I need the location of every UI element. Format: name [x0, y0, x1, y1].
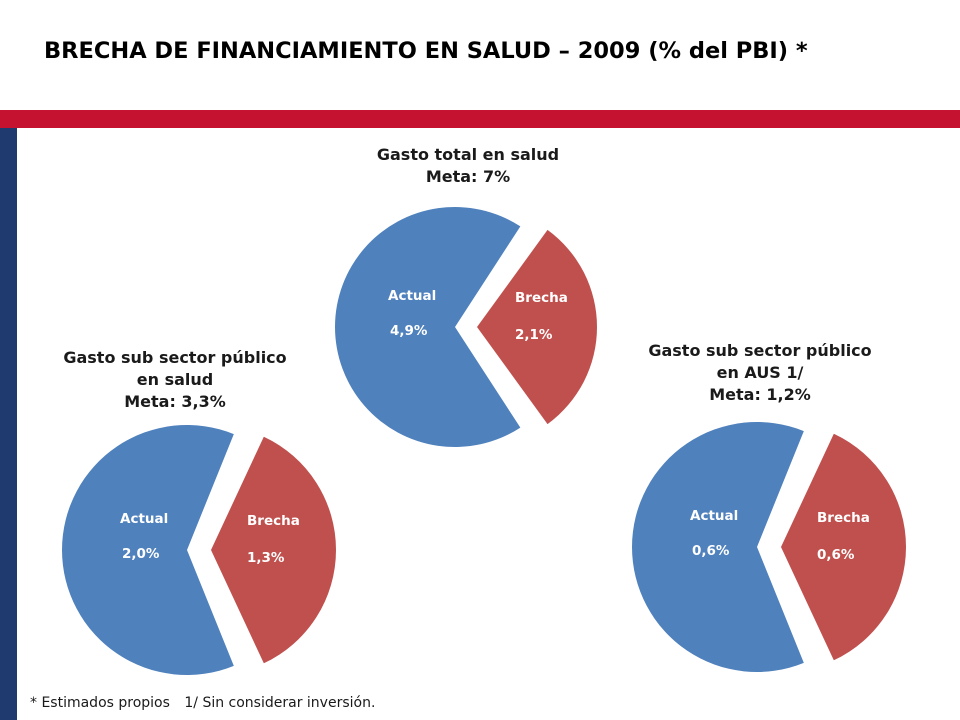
chart-3-slice-actual — [632, 422, 804, 672]
chart-1-category-label-actual: Actual — [388, 288, 436, 304]
chart-2-slice-actual — [62, 425, 234, 675]
chart-2-category-label-brecha: Brecha — [247, 513, 300, 529]
chart-2-title-line-2: en salud — [136, 370, 214, 389]
chart-3-pie: Actual 0,6% Brecha 0,6% — [632, 422, 906, 672]
chart-3-title-line-2: en AUS 1/ — [716, 363, 804, 382]
chart-3-title-line-1: Gasto sub sector público — [648, 341, 872, 360]
chart-2-value-label-actual: 2,0% — [122, 546, 160, 562]
chart-1-title-line-1: Gasto total en salud — [376, 145, 560, 164]
chart-2-slice-brecha — [211, 436, 337, 664]
chart-3-title: Gasto sub sector público en AUS 1/ Meta:… — [610, 340, 910, 406]
chart-3-value-label-actual: 0,6% — [692, 543, 730, 559]
page-title: BRECHA DE FINANCIAMIENTO EN SALUD – 2009… — [44, 38, 808, 64]
footnote-note: 1/ Sin considerar inversión. — [184, 695, 376, 711]
chart-1-slice-actual — [335, 207, 521, 447]
chart-3-value-label-brecha: 0,6% — [817, 547, 855, 563]
chart-2-category-label-actual: Actual — [120, 511, 168, 527]
chart-3-category-label-brecha: Brecha — [817, 510, 870, 526]
accent-bar — [0, 110, 960, 128]
chart-1-slice-brecha — [477, 229, 597, 425]
chart-1-pie: Actual 4,9% Brecha 2,1% — [335, 207, 597, 447]
chart-1-category-label-brecha: Brecha — [515, 290, 568, 306]
chart-1-title-line-2: Meta: 7% — [425, 167, 511, 186]
side-accent-bar — [0, 128, 17, 720]
chart-1-title: Gasto total en salud Meta: 7% — [318, 144, 618, 188]
chart-2-title-line-3: Meta: 3,3% — [124, 392, 226, 411]
chart-2-value-label-brecha: 1,3% — [247, 550, 285, 566]
footnote: * Estimados propios 1/ Sin considerar in… — [30, 695, 375, 711]
chart-2-pie: Actual 2,0% Brecha 1,3% — [62, 425, 337, 675]
footnote-estimates: * Estimados propios — [30, 695, 170, 711]
chart-3-title-line-3: Meta: 1,2% — [709, 385, 811, 404]
chart-3-slice-brecha — [781, 433, 906, 661]
chart-2-title-line-1: Gasto sub sector público — [63, 348, 287, 367]
chart-3-category-label-actual: Actual — [690, 508, 738, 524]
chart-1-value-label-brecha: 2,1% — [515, 327, 553, 343]
chart-2-title: Gasto sub sector público en salud Meta: … — [25, 347, 325, 413]
chart-1-value-label-actual: 4,9% — [390, 323, 428, 339]
